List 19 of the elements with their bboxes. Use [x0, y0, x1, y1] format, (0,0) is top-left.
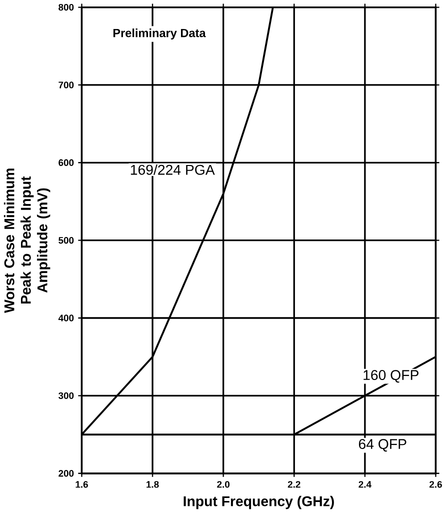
y-tick-label: 600: [58, 159, 74, 166]
series-label: 169/224 PGA: [130, 164, 215, 175]
x-tick-label: 2.4: [358, 481, 372, 488]
y-axis-title: Worst Case Minimum Peak to Peak Input Amplitude (mV): [4, 168, 50, 313]
x-tick-label: 1.8: [146, 481, 159, 488]
y-tick-label: 300: [58, 392, 74, 400]
x-tick-label: 2.2: [288, 481, 300, 488]
series-label: 64 QFP: [358, 439, 406, 452]
y-tick-label: 400: [58, 314, 74, 322]
x-tick-label: 2.0: [216, 481, 230, 488]
x-tick-label: 1.6: [76, 481, 88, 488]
annotation: Preliminary Data: [113, 28, 206, 40]
x-axis-title: Input Frequency (GHz): [184, 496, 334, 510]
y-tick-label: 200: [58, 470, 74, 477]
y-tick-label: 800: [58, 4, 74, 11]
y-tick-label: 500: [58, 236, 74, 244]
y-tick-label: 700: [58, 82, 74, 88]
series-label: 160 QFP: [364, 370, 418, 383]
x-tick-label: 2.6: [429, 481, 442, 488]
